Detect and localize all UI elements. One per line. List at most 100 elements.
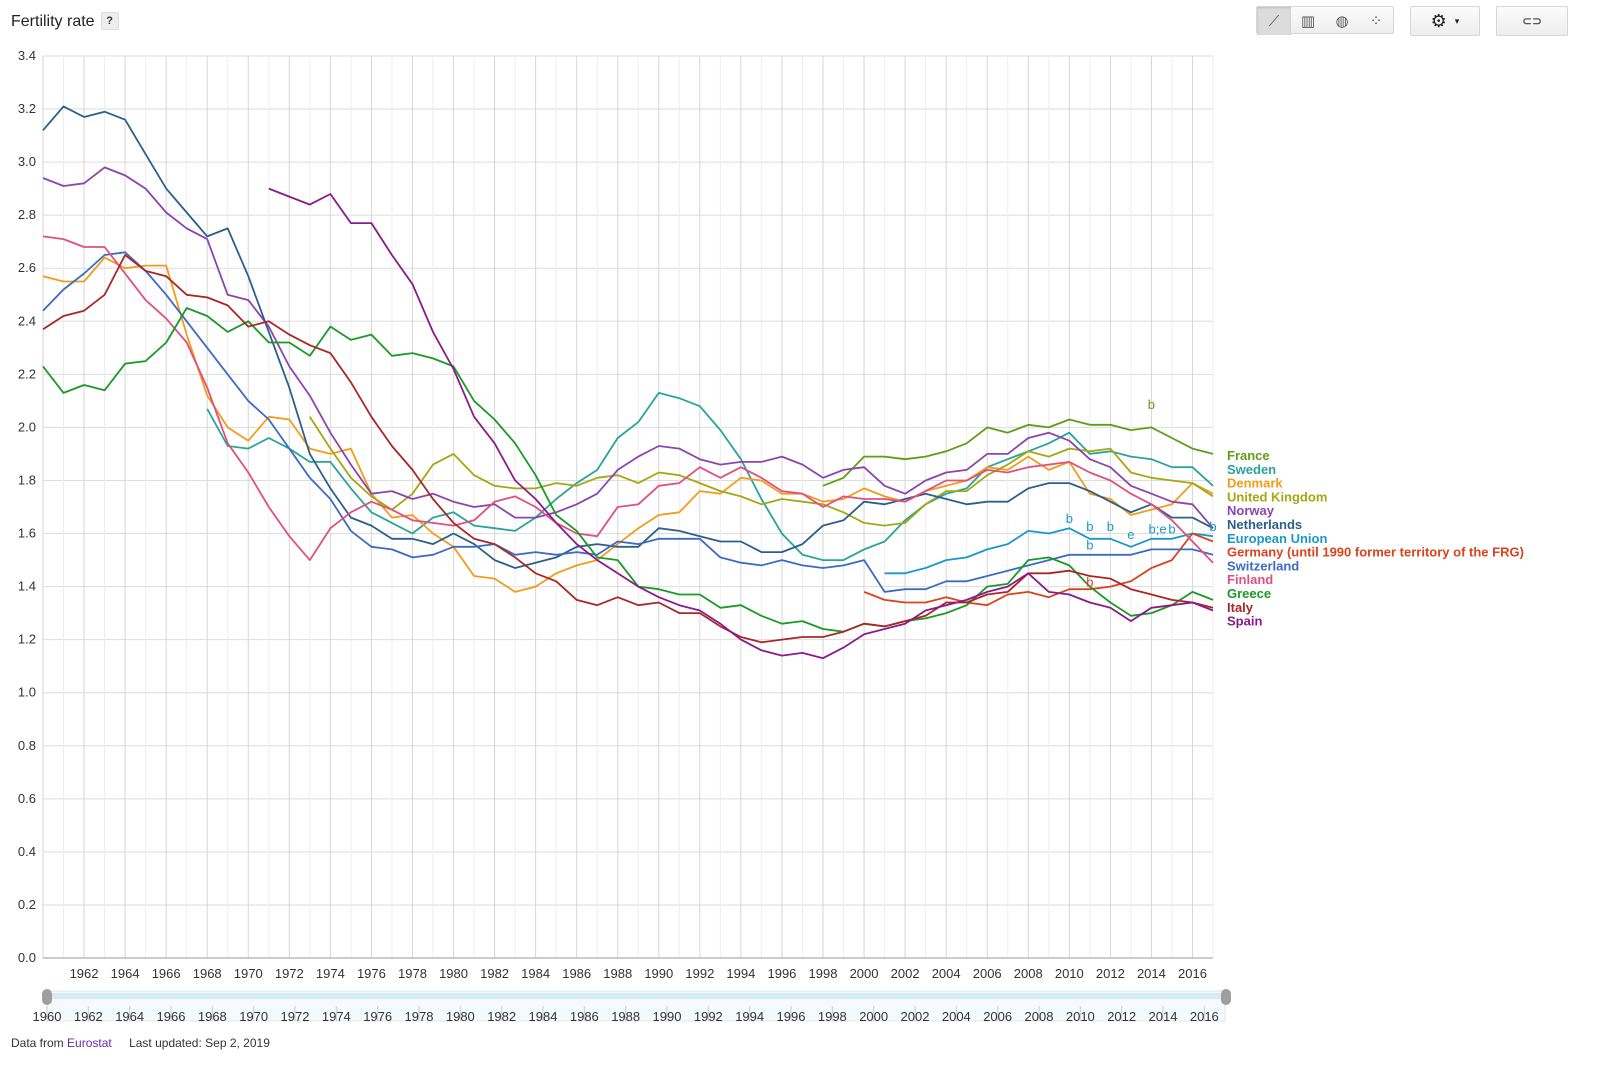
- series-lines: [42, 105, 1214, 660]
- y-tick-label: 1.6: [18, 526, 36, 541]
- legend-entry: Sweden: [1227, 462, 1276, 477]
- range-tick-label: 1998: [818, 1009, 847, 1024]
- link-icon: ⊂⊃: [1521, 14, 1543, 28]
- line-chart-button[interactable]: ⟋: [1257, 7, 1291, 35]
- help-button[interactable]: ?: [100, 12, 119, 30]
- range-tick-label: 2002: [901, 1009, 930, 1024]
- legend-entry: Greece: [1227, 586, 1271, 601]
- legend-entry: France: [1227, 448, 1270, 463]
- y-tick-label: 2.0: [18, 419, 36, 434]
- range-tick-label: 1966: [157, 1009, 186, 1024]
- view-toolbar: ⟋ ▥ ◍ ⁘: [1256, 6, 1394, 35]
- series-line-denmark: [42, 256, 1214, 593]
- flag-label: b: [1086, 575, 1093, 590]
- x-tick-label: 1994: [726, 966, 755, 981]
- x-tick-label: 2012: [1096, 966, 1125, 981]
- range-tick-label: 1968: [198, 1009, 227, 1024]
- series-line-switzerland: [42, 251, 1214, 593]
- y-tick-label: 2.6: [18, 260, 36, 275]
- flag-label: b: [1168, 522, 1175, 537]
- settings-button[interactable]: ⚙ ▾: [1410, 6, 1480, 36]
- range-tick-label: 1988: [611, 1009, 640, 1024]
- x-tick-label: 1978: [398, 966, 427, 981]
- x-tick-label: 2004: [932, 966, 961, 981]
- y-tick-label: 3.0: [18, 154, 36, 169]
- x-tick-label: 1970: [234, 966, 263, 981]
- series-line-germany-until-1990-former-territory-of-the-frg-: [863, 532, 1214, 607]
- range-handle-right[interactable]: [1221, 989, 1231, 1005]
- x-tick-label: 1964: [111, 966, 140, 981]
- footer: Data from Eurostat Last updated: Sep 2, …: [11, 1036, 270, 1050]
- range-tick-label: 2010: [1066, 1009, 1095, 1024]
- range-tick-label: 2016: [1190, 1009, 1219, 1024]
- y-axis: 0.0 0.2 0.4 0.6 0.8 1.0 1.2 1.4 1.6 1.8 2.0 2.2 2.4 2…: [18, 48, 36, 965]
- series-line-netherlands: [42, 105, 1214, 569]
- range-tick-label: 1990: [653, 1009, 682, 1024]
- x-tick-label: 1996: [767, 966, 796, 981]
- flag-label: b: [1209, 519, 1216, 534]
- series-line-norway: [42, 166, 1214, 529]
- flag-label: b;e: [1149, 522, 1167, 537]
- share-link-button[interactable]: ⊂⊃: [1496, 6, 1568, 36]
- flag-label: b: [1086, 537, 1093, 552]
- y-tick-label: 2.2: [18, 366, 36, 381]
- y-tick-label: 0.4: [18, 844, 36, 859]
- range-tick-label: 1964: [115, 1009, 144, 1024]
- view-switcher: ⟋ ▥ ◍ ⁘: [1256, 6, 1394, 35]
- bar-chart-icon: ▥: [1300, 13, 1316, 30]
- legend-entry: Italy: [1227, 600, 1254, 615]
- range-tick-label: 2006: [983, 1009, 1012, 1024]
- range-selector[interactable]: 1960 1962 1964 1966 1968 1970 1972 1974 1976 1978…: [33, 989, 1231, 1024]
- x-tick-label: 1990: [644, 966, 673, 981]
- range-tick-label: 1962: [74, 1009, 103, 1024]
- y-tick-label: 0.2: [18, 897, 36, 912]
- x-tick-label: 1974: [316, 966, 345, 981]
- scatter-chart-icon: ⁘: [1369, 13, 1383, 30]
- legend-entry: Finland: [1227, 572, 1273, 587]
- x-axis: 1962 1964 1966 1968 1970 1972 1974 1976 1978 1980…: [70, 966, 1207, 981]
- y-tick-label: 1.2: [18, 632, 36, 647]
- series-line-italy: [42, 254, 1214, 644]
- series-line-finland: [42, 235, 1214, 564]
- y-tick-label: 1.4: [18, 579, 36, 594]
- x-tick-label: 1984: [521, 966, 550, 981]
- range-tick-label: 1976: [363, 1009, 392, 1024]
- x-tick-label: 1980: [439, 966, 468, 981]
- range-tick-label: 1992: [694, 1009, 723, 1024]
- flag-label: e: [1127, 527, 1134, 542]
- range-tick-label: 1972: [281, 1009, 310, 1024]
- legend-entry: United Kingdom: [1227, 489, 1327, 504]
- y-tick-label: 0.0: [18, 950, 36, 965]
- bar-chart-button[interactable]: ▥: [1291, 7, 1325, 35]
- flag-label: b: [1148, 397, 1155, 412]
- series-line-greece: [42, 307, 1214, 633]
- chevron-down-icon: ▾: [1454, 15, 1460, 26]
- x-tick-label: 1962: [70, 966, 99, 981]
- x-tick-label: 1998: [809, 966, 838, 981]
- x-tick-label: 1972: [275, 966, 304, 981]
- flag-label: b: [1086, 519, 1093, 534]
- x-tick-label: 2006: [973, 966, 1002, 981]
- data-flags: bbb be b;e b bbb: [1066, 397, 1217, 590]
- x-tick-label: 2000: [850, 966, 879, 981]
- range-tick-label: 1960: [33, 1009, 62, 1024]
- map-button[interactable]: ◍: [1325, 7, 1359, 35]
- scatter-chart-button[interactable]: ⁘: [1359, 7, 1393, 35]
- range-tick-label: 2000: [859, 1009, 888, 1024]
- source-link[interactable]: Eurostat: [67, 1036, 112, 1050]
- flag-label: b: [1107, 519, 1114, 534]
- data-from-label: Data from: [11, 1036, 64, 1050]
- range-tick-label: 2014: [1149, 1009, 1178, 1024]
- legend-entry: Netherlands: [1227, 517, 1302, 532]
- legend-entry: Norway: [1227, 503, 1275, 518]
- range-tick-label: 2004: [942, 1009, 971, 1024]
- x-tick-label: 1986: [562, 966, 591, 981]
- x-tick-label: 2014: [1137, 966, 1166, 981]
- x-tick-label: 1992: [685, 966, 714, 981]
- series-line-spain: [268, 187, 1214, 660]
- y-tick-label: 2.8: [18, 207, 36, 222]
- x-tick-label: 2010: [1055, 966, 1084, 981]
- legend-entry: Spain: [1227, 614, 1262, 629]
- range-handle-left[interactable]: [42, 989, 52, 1005]
